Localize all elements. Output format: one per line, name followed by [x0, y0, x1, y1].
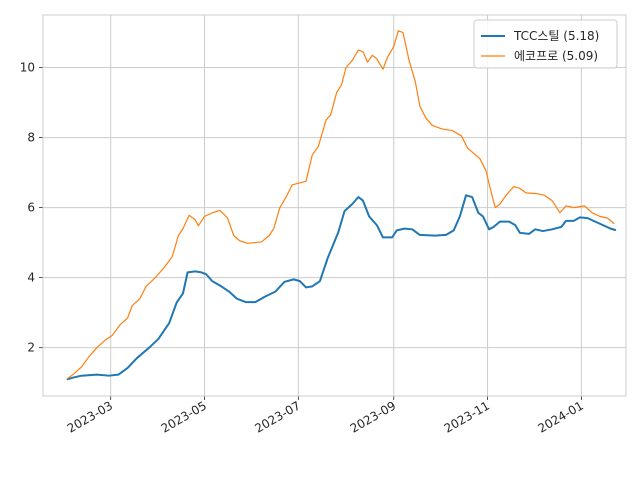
- y-tick-label: 8: [27, 131, 35, 145]
- y-tick-label: 10: [20, 61, 35, 75]
- legend-entries: TCC스틸 (5.18) 에코프로 (5.09): [481, 29, 599, 63]
- legend-box: [473, 19, 618, 69]
- y-tick-label: 4: [27, 271, 35, 285]
- plot-frame: [42, 14, 627, 397]
- series-line-2: [67, 30, 615, 380]
- y-tick-label: 6: [27, 201, 35, 215]
- y-tick-label: 2: [27, 341, 35, 355]
- series-line-1: [66, 194, 617, 381]
- legend-label-1: TCC스틸 (5.18): [513, 29, 599, 43]
- series-lines: [66, 30, 617, 381]
- legend-label-2: 에코프로 (5.09): [514, 49, 598, 63]
- legend: TCC스틸 (5.18) 에코프로 (5.09): [473, 19, 618, 69]
